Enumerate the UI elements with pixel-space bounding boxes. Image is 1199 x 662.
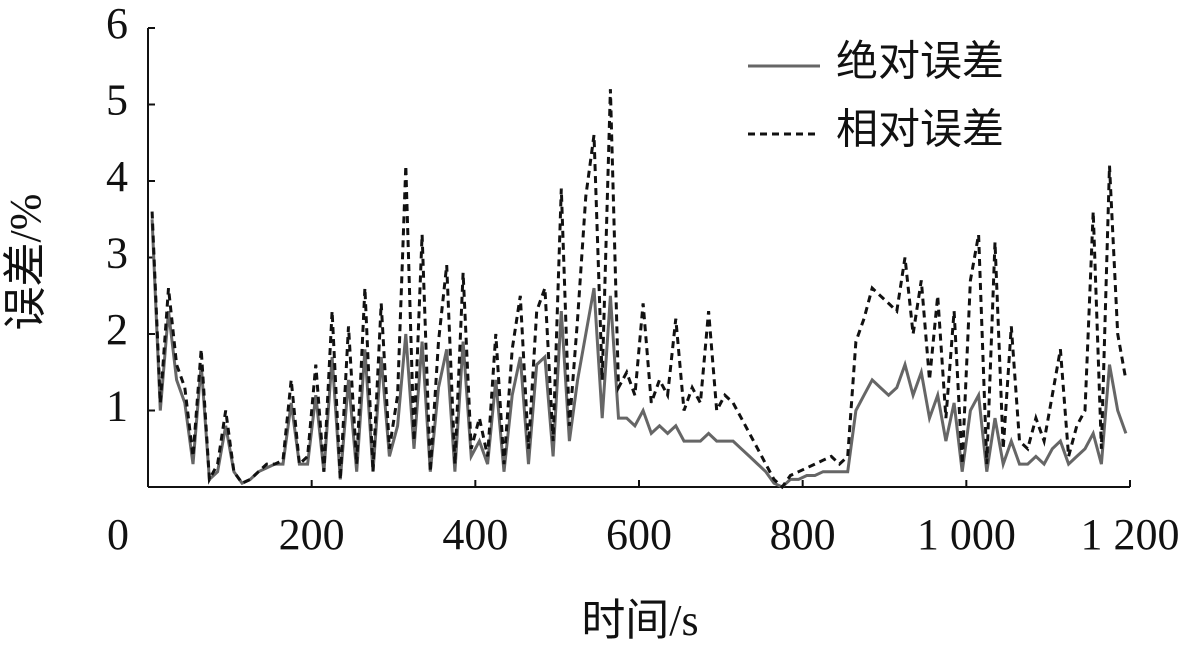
- x-tick-label: 200: [279, 510, 345, 559]
- x-tick-label: 0: [107, 510, 129, 559]
- y-tick-label: 3: [106, 229, 128, 278]
- x-tick-label: 1 000: [917, 510, 1016, 559]
- x-tick-label: 600: [606, 510, 672, 559]
- y-tick-label: 5: [106, 76, 128, 125]
- data-line: [150, 219, 1128, 489]
- x-tick-label: 400: [442, 510, 508, 559]
- x-tick-label: 1 200: [1081, 510, 1180, 559]
- x-tick-label: 800: [770, 510, 836, 559]
- legend-label: 相对误差: [836, 108, 1004, 154]
- y-tick-label: 2: [106, 305, 128, 354]
- y-tick-label: 1: [106, 382, 128, 431]
- y-tick-label: 6: [106, 0, 128, 48]
- x-axis-label: 时间/s: [581, 596, 698, 645]
- legend-label: 绝对误差: [836, 39, 1004, 86]
- y-tick-label: 4: [106, 152, 128, 201]
- data-line: [150, 89, 1128, 490]
- y-axis-label: 误差/%: [1, 194, 50, 331]
